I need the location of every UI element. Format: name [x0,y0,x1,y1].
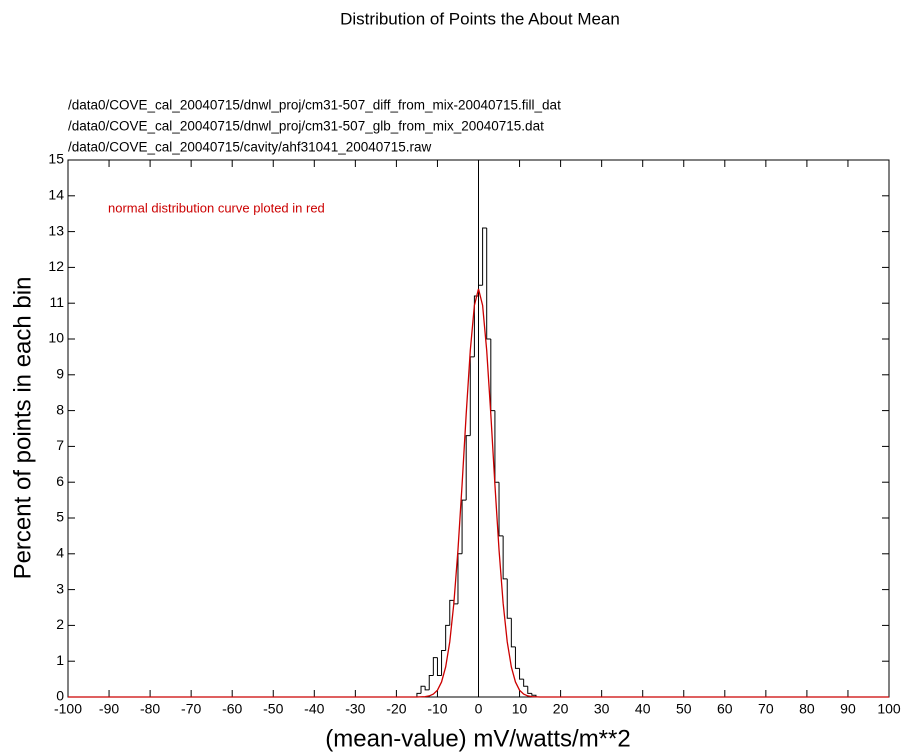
histogram-bin [441,649,446,676]
x-tick-label: -10 [427,701,447,717]
annotation: normal distribution curve ploted in red [108,200,325,215]
x-tick-label: 50 [676,701,692,717]
x-tick-label: -80 [140,701,160,717]
y-tick-label: 13 [48,222,64,238]
y-tick-label: 12 [48,258,64,274]
y-tick-label: 3 [56,580,64,596]
histogram-bin [494,410,500,483]
y-tick-label: 11 [49,294,64,310]
histogram-bin [519,668,524,680]
y-tick-label: 15 [48,151,64,167]
x-tick-label: 30 [594,701,610,717]
x-tick-label: -70 [181,701,201,717]
histogram-bin [461,499,467,554]
histogram-bin [432,657,438,676]
histogram-bin [523,679,528,687]
x-tick-label: 60 [717,701,733,717]
histogram-bin [514,646,520,669]
y-tick-label: 14 [48,187,64,203]
x-tick-label: -50 [263,701,283,717]
file-label: /data0/COVE_cal_20040715/dnwl_proj/cm31-… [68,119,544,134]
y-tick-label: 1 [56,652,64,668]
histogram-bin [457,553,463,604]
file-label: /data0/COVE_cal_20040715/cavity/ahf31041… [68,140,432,155]
histogram-bin [506,578,512,619]
histogram-bin [416,692,422,697]
x-tick-label: -30 [345,701,365,717]
y-tick-label: 10 [48,330,64,346]
y-tick-label: 2 [56,616,64,632]
file-label: /data0/COVE_cal_20040715/dnwl_proj/cm31-… [68,98,561,113]
histogram-bin [527,686,532,694]
histogram-bin [465,435,471,501]
x-tick-label: 70 [758,701,774,717]
x-tick-label: 40 [635,701,651,717]
histogram-bin [486,228,491,340]
x-tick-label: -100 [54,701,82,717]
histogram-bin [420,685,426,694]
x-tick-label: 20 [553,701,569,717]
y-tick-label: 8 [56,401,64,417]
y-tick-label: 5 [56,509,64,525]
y-axis-label: Percent of points in each bin [9,277,36,580]
y-tick-label: 4 [56,545,64,561]
x-tick-label: 80 [799,701,815,717]
y-tick-label: 6 [56,473,64,489]
histogram-bin [445,624,450,651]
normal-curve [68,288,889,698]
x-tick-label: -40 [304,701,324,717]
histogram-bin [482,227,487,286]
histogram-bin [510,618,516,648]
histogram-bin [424,686,430,691]
y-tick-label: 7 [56,437,64,453]
histogram-bin [449,599,454,626]
histogram-bin [502,535,508,580]
x-tick-label: -90 [99,701,119,717]
x-tick-label: -60 [222,701,242,717]
x-tick-label: 90 [840,701,856,717]
y-tick-label: 0 [56,688,64,704]
y-tick-label: 9 [56,366,64,382]
histogram-bin [531,693,537,697]
x-tick-label: 0 [475,701,483,717]
histogram-bin [469,356,475,436]
x-tick-label: -20 [386,701,406,717]
histogram-bin [498,482,504,537]
chart-title: Distribution of Points the About Mean [340,9,620,28]
histogram-bin [490,339,495,412]
x-axis-label: (mean-value) mV/watts/m**2 [325,725,630,752]
x-tick-label: 10 [512,701,528,717]
histogram-bin [436,657,442,677]
histogram-bin [478,284,483,297]
histogram-bin [428,675,434,690]
x-tick-label: 100 [877,701,901,717]
